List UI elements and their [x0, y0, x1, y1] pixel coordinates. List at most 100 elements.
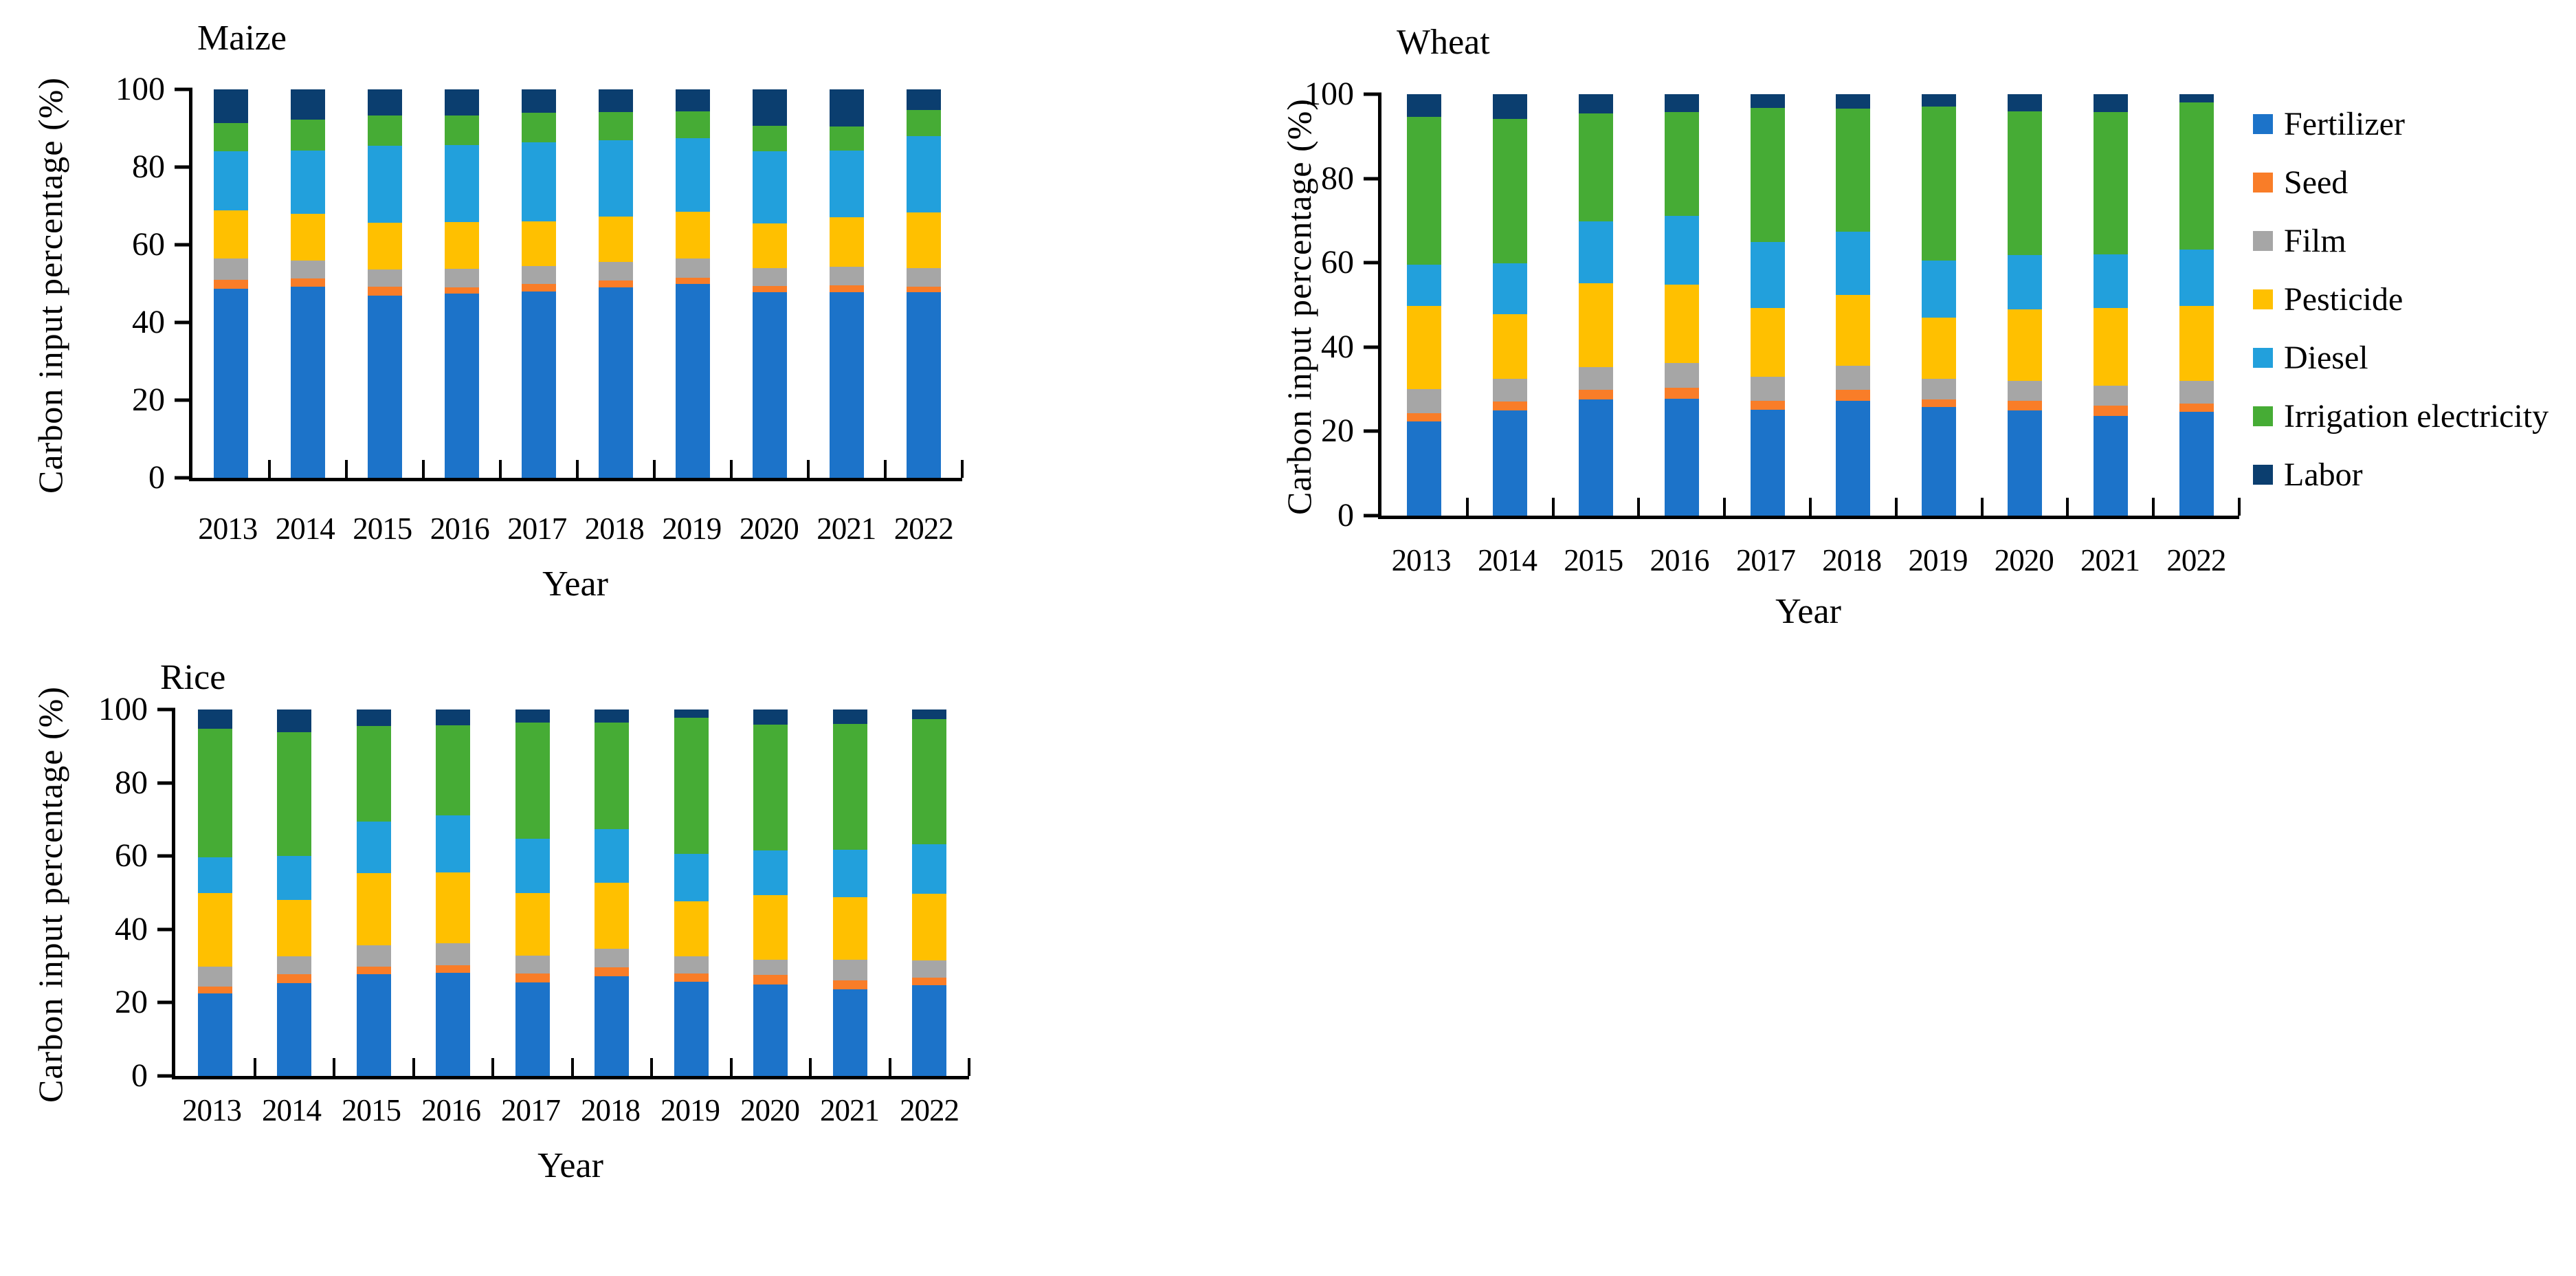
x-tick-label-2017: 2017 [507, 512, 567, 546]
bar-segment-film [1664, 363, 1699, 388]
bar-slot-2021 [808, 89, 885, 478]
bar-segment-labor [2179, 94, 2214, 103]
bar-segment-diesel [2179, 250, 2214, 307]
bar-segment-irrigation-electricity [595, 723, 630, 830]
bar-segment-irrigation-electricity [1493, 118, 1528, 263]
bar-segment-labor [368, 89, 402, 116]
bar-segment-film [830, 267, 864, 285]
y-axis-label-wheat: Carbon input percentage (%) [1280, 98, 1318, 515]
bar-segment-diesel [277, 855, 312, 900]
bar-segment-pesticide [832, 896, 867, 960]
bar-segment-film [907, 267, 941, 287]
bars-container [192, 89, 962, 478]
bar-segment-seed [674, 974, 709, 982]
bar-segment-seed [599, 280, 633, 288]
y-tick-label: 100 [115, 71, 165, 107]
bar-segment-film [753, 267, 787, 287]
bar-slot-2014 [255, 710, 335, 1076]
bar-segment-labor [599, 89, 633, 112]
bar-segment-labor [674, 710, 709, 718]
stacked-bar-rice-2017 [515, 710, 550, 1076]
bar-segment-seed [830, 285, 864, 292]
bar-slot-2015 [346, 89, 423, 478]
bar-segment-irrigation-electricity [515, 722, 550, 839]
bar-segment-seed [291, 278, 325, 287]
bar-segment-irrigation-electricity [830, 126, 864, 151]
bar-segment-irrigation-electricity [674, 718, 709, 854]
bar-segment-irrigation-electricity [1578, 113, 1613, 222]
bar-slot-2022 [885, 89, 962, 478]
bar-segment-pesticide [1664, 285, 1699, 364]
bar-segment-seed [676, 278, 710, 284]
bar-segment-seed [515, 974, 550, 983]
bar-segment-film [2093, 386, 2128, 406]
bar-segment-fertilizer [1407, 421, 1442, 516]
bar-segment-irrigation-electricity [1836, 108, 1871, 232]
bar-segment-seed [368, 287, 402, 296]
bars-container [175, 710, 969, 1076]
bar-segment-labor [1664, 94, 1699, 113]
bar-segment-pesticide [907, 212, 941, 268]
x-tick-label-2019: 2019 [660, 1093, 720, 1128]
bar-segment-fertilizer [595, 976, 630, 1076]
bar-segment-labor [1493, 94, 1528, 119]
bar-segment-fertilizer [912, 985, 947, 1076]
bar-segment-film [436, 943, 471, 965]
y-tick-mark [175, 476, 192, 480]
stacked-bar-rice-2018 [595, 710, 630, 1076]
bar-segment-diesel [445, 144, 479, 223]
y-tick-mark [175, 320, 192, 324]
stacked-bar-rice-2016 [436, 710, 471, 1076]
bar-segment-fertilizer [2007, 410, 2042, 516]
bar-segment-labor [830, 89, 864, 126]
bar-segment-labor [1407, 94, 1442, 117]
plot-area-rice: 0 20 40 60 80 100 [98, 693, 970, 1092]
bar-segment-labor [907, 89, 941, 110]
bar-segment-fertilizer [445, 293, 479, 478]
bar-segment-irrigation-electricity [676, 111, 710, 138]
x-tick-label-2017: 2017 [501, 1093, 561, 1128]
legend-swatch-icon [2253, 465, 2273, 485]
legend-label: Diesel [2284, 339, 2368, 376]
x-tick-label-2021: 2021 [817, 512, 876, 546]
stacked-bar-wheat-2021 [2093, 94, 2128, 516]
x-tick-mark [412, 1058, 415, 1076]
bar-segment-fertilizer [197, 993, 232, 1076]
bar-segment-labor [1922, 94, 1957, 107]
x-tick-mark [807, 460, 810, 478]
bar-slot-2020 [731, 710, 811, 1076]
bar-segment-fertilizer [291, 287, 325, 478]
bar-segment-diesel [912, 844, 947, 894]
bar-segment-pesticide [1836, 294, 1871, 366]
bar-segment-labor [832, 710, 867, 725]
x-tick-mark [333, 1058, 335, 1076]
bar-segment-pesticide [676, 211, 710, 258]
x-tick-mark [884, 460, 887, 478]
x-tick-mark [1465, 498, 1469, 516]
bar-segment-fertilizer [599, 287, 633, 478]
x-tick-mark [345, 460, 348, 478]
bar-segment-diesel [368, 145, 402, 223]
y-tick-label: 80 [1321, 160, 1354, 197]
bar-segment-labor [436, 710, 471, 725]
bar-segment-pesticide [753, 895, 788, 960]
bar-segment-diesel [436, 815, 471, 873]
bar-slot-2021 [2067, 94, 2153, 516]
bar-segment-pesticide [214, 210, 248, 258]
bar-slot-2019 [652, 710, 731, 1076]
bar-slot-2014 [269, 89, 346, 478]
legend-item-pesticide: Pesticide [2253, 270, 2549, 329]
bar-slot-2017 [1724, 94, 1810, 516]
bar-segment-pesticide [830, 217, 864, 267]
stacked-bar-maize-2015 [368, 89, 402, 478]
y-axis-label-rice: Carbon input percentage (%) [31, 686, 69, 1103]
stacked-bar-rice-2022 [912, 710, 947, 1076]
x-tick-label-2015: 2015 [342, 1093, 401, 1128]
bar-segment-labor [356, 710, 391, 726]
bar-segment-diesel [832, 850, 867, 897]
legend-swatch-icon [2253, 231, 2273, 251]
x-tick-label-2016: 2016 [1650, 543, 1710, 578]
bar-segment-seed [595, 967, 630, 977]
bar-slot-2013 [192, 89, 269, 478]
bar-segment-pesticide [197, 893, 232, 967]
